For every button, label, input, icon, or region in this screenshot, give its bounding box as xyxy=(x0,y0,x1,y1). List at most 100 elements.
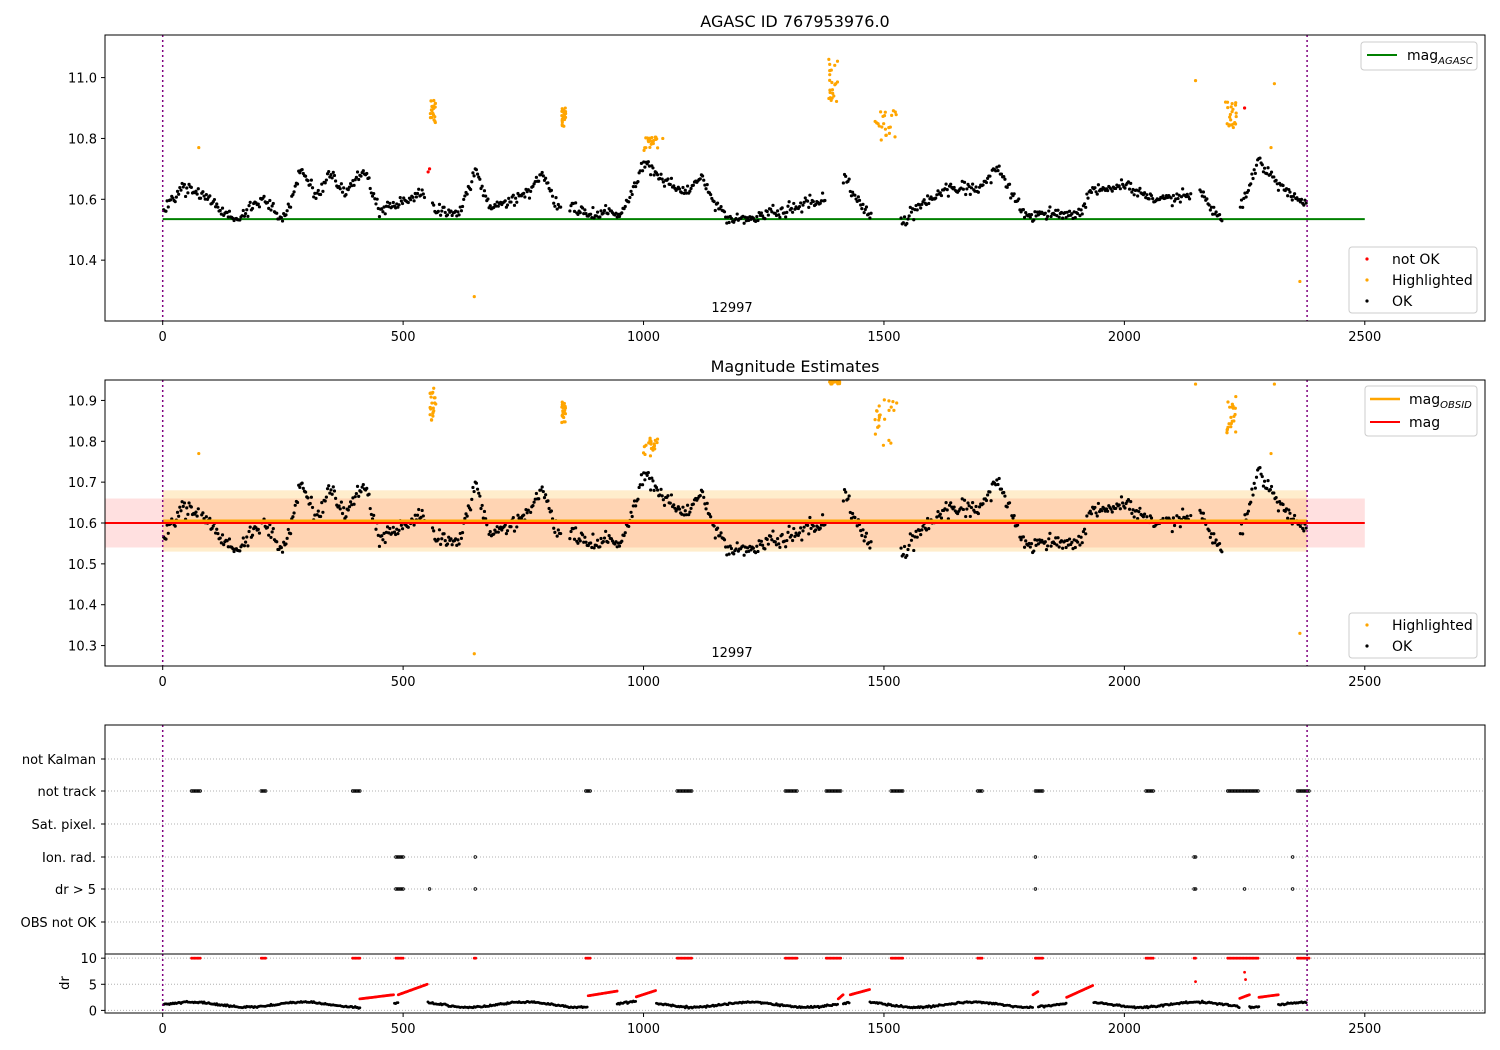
ok-point xyxy=(777,542,781,546)
ok-point xyxy=(457,213,461,217)
ok-point xyxy=(856,195,860,199)
ok-point xyxy=(1009,196,1013,200)
ok-point xyxy=(511,515,515,520)
ok-point xyxy=(256,202,260,206)
highlighted-point xyxy=(654,135,658,139)
ok-point xyxy=(367,176,371,180)
y-tick-label: 10.3 xyxy=(68,640,97,655)
dr-flagged-point xyxy=(358,956,362,960)
ok-point xyxy=(1082,202,1087,206)
highlighted-point xyxy=(428,111,432,116)
panel1-line-legend[interactable]: magAGASC xyxy=(1360,41,1478,71)
ok-point xyxy=(443,210,447,215)
ok-point xyxy=(367,492,371,496)
ok-point xyxy=(1266,166,1270,170)
ok-point xyxy=(1100,188,1104,192)
ok-point xyxy=(354,492,358,496)
ok-point xyxy=(1002,175,1006,179)
ok-point xyxy=(1002,490,1006,495)
ok-point xyxy=(1249,500,1253,504)
flag-marker xyxy=(1039,789,1043,793)
ok-point xyxy=(185,506,189,510)
ok-point xyxy=(800,210,804,214)
flag-marker xyxy=(587,789,591,793)
ok-point xyxy=(729,546,734,551)
ok-point xyxy=(901,221,905,225)
ok-point xyxy=(844,490,848,494)
ok-point xyxy=(944,182,948,186)
ok-point xyxy=(1078,214,1082,218)
ok-point xyxy=(306,496,310,500)
ok-point xyxy=(391,200,395,205)
ok-point xyxy=(771,203,775,207)
panel2-line-legend[interactable]: magOBSID mag xyxy=(1364,385,1478,437)
ok-point xyxy=(204,515,208,519)
ok-point xyxy=(780,206,784,210)
ok-point xyxy=(360,485,364,489)
ok-point xyxy=(332,173,337,178)
ok-point xyxy=(284,542,288,546)
ok-point xyxy=(1132,193,1136,197)
ok-point xyxy=(1018,535,1022,539)
ok-point xyxy=(863,535,867,539)
ok-point xyxy=(1049,544,1053,548)
ok-point xyxy=(1034,543,1038,547)
highlighted-point xyxy=(829,68,833,72)
highlighted-point xyxy=(1226,105,1230,110)
ok-point xyxy=(215,202,219,206)
ok-point xyxy=(792,526,796,531)
ok-point xyxy=(1024,210,1028,215)
ok-point xyxy=(503,199,507,203)
ok-point xyxy=(576,541,580,545)
ok-point xyxy=(220,533,225,537)
ok-point xyxy=(1274,178,1278,182)
highlighted-point xyxy=(642,445,646,449)
ok-point xyxy=(238,549,242,553)
ok-point xyxy=(456,210,460,214)
ok-point xyxy=(1258,466,1262,470)
ok-point xyxy=(864,205,869,209)
ok-point xyxy=(645,473,649,477)
ok-point xyxy=(778,215,782,220)
ok-point xyxy=(1251,176,1255,181)
ok-point xyxy=(377,215,382,219)
flag-marker xyxy=(197,789,201,793)
x-tick-label: 2500 xyxy=(1348,675,1381,690)
ok-point xyxy=(1214,538,1218,542)
panel2-point-legend[interactable]: Highlighted OK xyxy=(1348,612,1478,659)
highlighted-point xyxy=(644,136,648,140)
ok-point xyxy=(709,515,713,519)
ok-point xyxy=(629,189,633,193)
ok-point xyxy=(969,505,974,510)
x-tick-label: 1000 xyxy=(627,1022,660,1037)
ok-point xyxy=(967,504,971,508)
panel1-point-legend[interactable]: not OK Highlighted OK xyxy=(1348,246,1478,314)
ok-point xyxy=(1288,511,1292,515)
ok-point xyxy=(293,503,297,507)
highlighted-point xyxy=(561,414,565,419)
ok-point xyxy=(166,205,170,209)
ok-point xyxy=(304,490,308,494)
ok-point xyxy=(851,190,855,194)
ok-point xyxy=(971,182,975,186)
ok-point xyxy=(1274,495,1278,500)
ok-point xyxy=(340,511,345,516)
ok-point xyxy=(583,535,587,539)
ok-point xyxy=(421,192,425,196)
highlighted-point xyxy=(881,443,886,447)
x-tick-label: 2500 xyxy=(1348,330,1381,345)
x-tick-label: 2000 xyxy=(1108,330,1141,345)
ok-point xyxy=(383,212,387,216)
ok-point xyxy=(286,527,290,532)
y-tick-label: 0 xyxy=(89,1004,97,1019)
ok-point xyxy=(580,533,585,537)
ok-point xyxy=(436,537,440,541)
ok-point xyxy=(1245,512,1249,516)
highlighted-point xyxy=(1234,430,1238,434)
not-ok-point xyxy=(427,167,432,171)
ok-point xyxy=(759,211,764,215)
ok-point xyxy=(846,497,850,501)
ok-point xyxy=(661,498,665,502)
ok-point xyxy=(864,531,869,535)
ok-point xyxy=(1176,196,1180,201)
